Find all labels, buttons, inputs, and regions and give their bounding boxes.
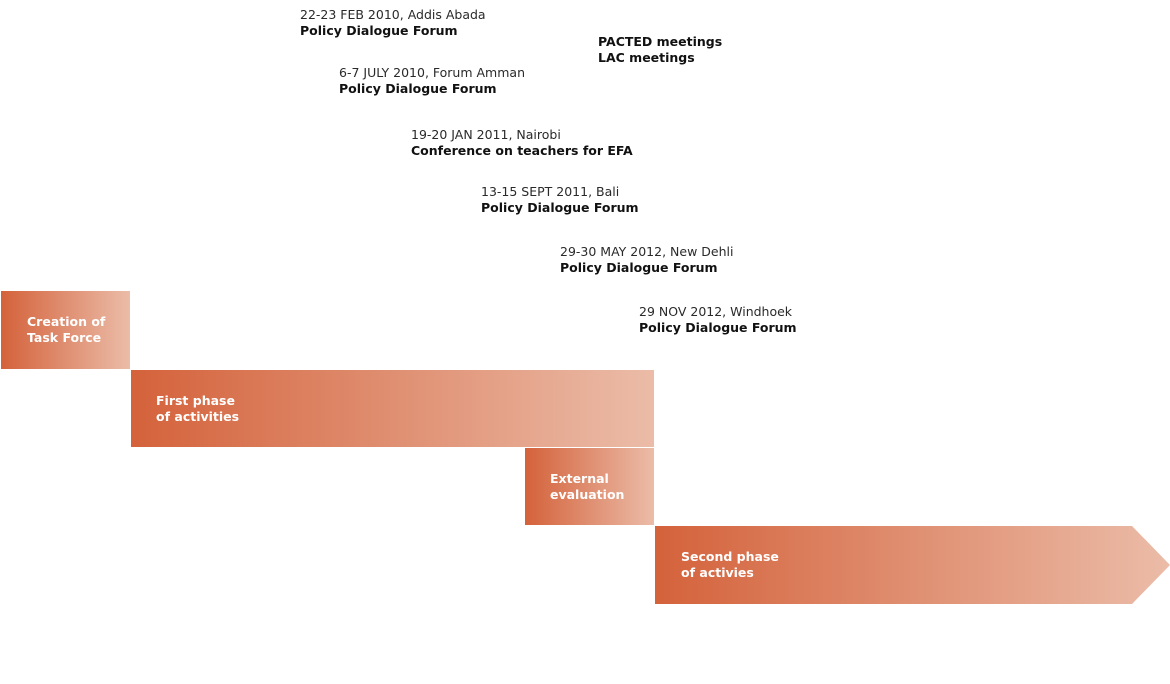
event-addis-ababa: 22-23 FEB 2010, Addis Abada Policy Dialo… bbox=[300, 7, 486, 39]
event-title: Policy Dialogue Forum bbox=[339, 81, 497, 96]
phase-external-evaluation: External evaluation bbox=[525, 448, 654, 525]
meetings-note: PACTED meetings LAC meetings bbox=[598, 34, 722, 66]
event-title: Policy Dialogue Forum bbox=[300, 23, 458, 38]
event-amman: 6-7 JULY 2010, Forum Amman Policy Dialog… bbox=[339, 65, 525, 97]
phase-label: First phase of activities bbox=[156, 392, 240, 424]
event-new-delhi: 29-30 MAY 2012, New Dehli Policy Dialogu… bbox=[560, 244, 733, 276]
phase-label: Creation of Task Force bbox=[27, 314, 106, 345]
phase-first-phase-of-activities: First phase of activities bbox=[131, 370, 654, 447]
phase-label: Second phase of activies bbox=[681, 549, 779, 580]
phase-second-phase-of-activities: Second phase of activies bbox=[655, 526, 1170, 604]
event-date: 6-7 JULY 2010, Forum Amman bbox=[339, 65, 525, 80]
event-title: Policy Dialogue Forum bbox=[481, 200, 639, 215]
pacted-meetings-label: PACTED meetings bbox=[598, 34, 723, 49]
event-bali: 13-15 SEPT 2011, Bali Policy Dialogue Fo… bbox=[481, 184, 639, 216]
event-title: Policy Dialogue Forum bbox=[639, 320, 797, 335]
event-date: 29 NOV 2012, Windhoek bbox=[639, 304, 793, 319]
event-windhoek: 29 NOV 2012, Windhoek Policy Dialogue Fo… bbox=[639, 304, 797, 336]
event-date: 13-15 SEPT 2011, Bali bbox=[481, 184, 620, 199]
event-date: 22-23 FEB 2010, Addis Abada bbox=[300, 7, 486, 22]
event-date: 19-20 JAN 2011, Nairobi bbox=[411, 127, 561, 142]
phase-creation-of-task-force: Creation of Task Force bbox=[1, 291, 130, 369]
phase-label: External evaluation bbox=[550, 470, 625, 502]
event-nairobi: 19-20 JAN 2011, Nairobi Conference on te… bbox=[411, 127, 633, 159]
lac-meetings-label: LAC meetings bbox=[598, 50, 695, 65]
event-title: Conference on teachers for EFA bbox=[411, 143, 633, 158]
event-title: Policy Dialogue Forum bbox=[560, 260, 718, 275]
event-date: 29-30 MAY 2012, New Dehli bbox=[560, 244, 734, 259]
